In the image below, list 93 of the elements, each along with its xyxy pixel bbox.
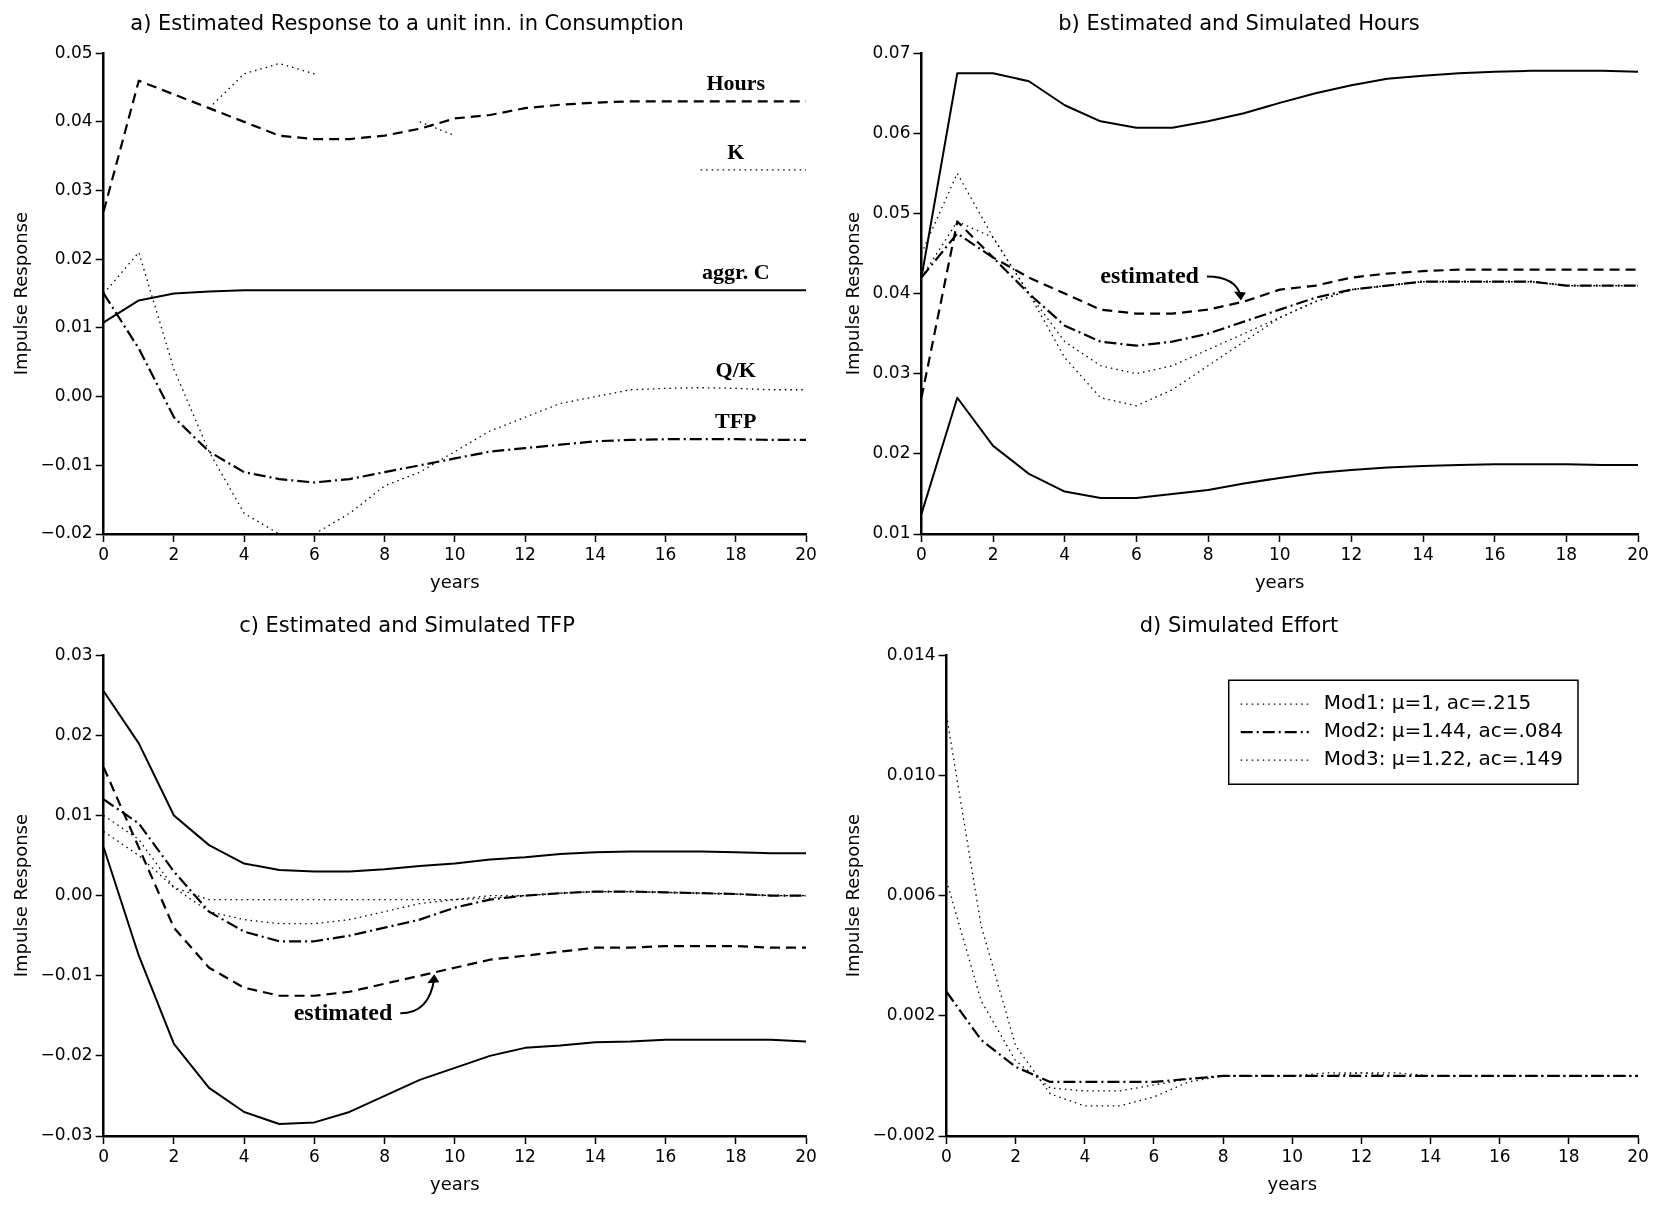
x-tick-label: 2 [168,1145,180,1166]
chart-title: c) Estimated and Simulated TFP [239,613,575,638]
x-tick-label: 10 [444,543,466,564]
x-tick-label: 10 [444,1145,466,1166]
x-tick-label: 20 [795,1145,817,1166]
y-tick-label: 0.03 [54,178,93,199]
x-tick-label: 0 [916,543,927,564]
y-tick-label: 0.00 [54,385,93,406]
y-axis-title: Impulse Response [10,813,32,978]
y-tick-label: 0.01 [54,803,93,824]
x-tick-label: 18 [724,1145,747,1166]
y-tick-label: 0.006 [886,884,936,905]
x-tick-label: 2 [168,543,180,564]
x-tick-label: 14 [584,1145,607,1166]
x-tick-label: 12 [1350,1145,1373,1166]
x-axis-title: years [430,1172,480,1194]
x-tick-label: 16 [654,1145,677,1166]
y-tick-label: 0.04 [54,110,93,131]
x-tick-label: 8 [1202,543,1214,564]
y-tick-label: −0.02 [40,522,93,543]
y-tick-label: 0.02 [54,723,93,744]
y-tick-label: 0.05 [54,41,93,62]
x-tick-label: 12 [514,1145,536,1166]
y-tick-label: 0.002 [886,1004,936,1025]
legend-label: Mod2: μ=1.44, ac=.084 [1323,718,1563,743]
x-tick-label: 20 [1627,543,1649,564]
legend-label: Mod3: μ=1.22, ac=.149 [1323,746,1563,771]
y-tick-label: −0.002 [872,1124,936,1145]
x-tick-label: 20 [795,543,817,564]
y-tick-label: 0.01 [872,522,911,543]
chart-title: b) Estimated and Simulated Hours [1058,11,1420,36]
x-tick-label: 0 [941,1145,952,1166]
x-tick-label: 4 [238,1145,250,1166]
series-label: Q/K [715,357,756,383]
y-tick-label: −0.01 [40,453,93,474]
y-axis-title: Impulse Response [842,813,864,978]
x-tick-label: 16 [654,543,677,564]
x-tick-label: 8 [379,1145,391,1166]
x-tick-label: 6 [308,1145,320,1166]
x-tick-label: 14 [1419,1145,1442,1166]
y-tick-label: −0.02 [40,1044,93,1065]
x-tick-label: 4 [1079,1145,1091,1166]
x-tick-label: 2 [1010,1145,1022,1166]
x-tick-label: 0 [98,543,110,564]
x-tick-label: 10 [1268,543,1291,564]
x-tick-label: 20 [1627,1145,1649,1166]
x-tick-label: 10 [1281,1145,1304,1166]
x-tick-label: 8 [1217,1145,1229,1166]
legend-label: Mod1: μ=1, ac=.215 [1323,690,1532,715]
x-tick-label: 14 [1412,543,1434,564]
y-tick-label: 0.02 [872,442,911,463]
x-axis-title: years [430,570,480,592]
x-axis-title: years [1254,570,1305,592]
y-axis-title: Impulse Response [842,211,864,376]
y-axis-title: Impulse Response [10,211,32,376]
y-tick-label: 0.03 [54,643,93,664]
y-tick-label: 0.00 [54,884,93,905]
y-tick-label: 0.014 [886,643,936,664]
x-tick-label: 4 [238,543,250,564]
x-tick-label: 14 [584,543,607,564]
x-tick-label: 6 [1148,1145,1160,1166]
chart-title: d) Simulated Effort [1139,613,1339,638]
x-tick-label: 18 [724,543,747,564]
annotation: estimated [1100,261,1200,288]
x-axis-title: years [1267,1172,1318,1194]
x-tick-label: 16 [1488,1145,1511,1166]
y-tick-label: 0.07 [872,41,911,62]
y-tick-label: 0.05 [872,201,911,222]
x-tick-label: 4 [1059,543,1071,564]
chart-title: a) Estimated Response to a unit inn. in Consumption [130,11,684,36]
y-tick-label: 0.06 [872,121,911,142]
series-label: TFP [714,407,757,433]
y-tick-label: 0.01 [54,316,93,337]
y-tick-label: 0.02 [54,247,93,268]
annotation: estimated [293,998,393,1025]
x-tick-label: 16 [1483,543,1506,564]
y-tick-label: −0.01 [40,964,93,985]
x-tick-label: 18 [1558,1145,1580,1166]
y-tick-label: 0.03 [872,362,911,383]
x-tick-label: 6 [308,543,320,564]
x-tick-label: 12 [514,543,536,564]
x-tick-label: 12 [1340,543,1363,564]
x-tick-label: 8 [379,543,391,564]
x-tick-label: 2 [987,543,999,564]
x-tick-label: 6 [1131,543,1142,564]
x-tick-label: 18 [1555,543,1578,564]
x-tick-label: 0 [98,1145,110,1166]
y-tick-label: 0.04 [872,282,911,303]
series-label: Hours [706,69,766,95]
series-label: K [727,138,745,164]
y-tick-label: 0.010 [886,763,936,784]
series-label: aggr. C [701,258,770,284]
y-tick-label: −0.03 [40,1124,93,1145]
